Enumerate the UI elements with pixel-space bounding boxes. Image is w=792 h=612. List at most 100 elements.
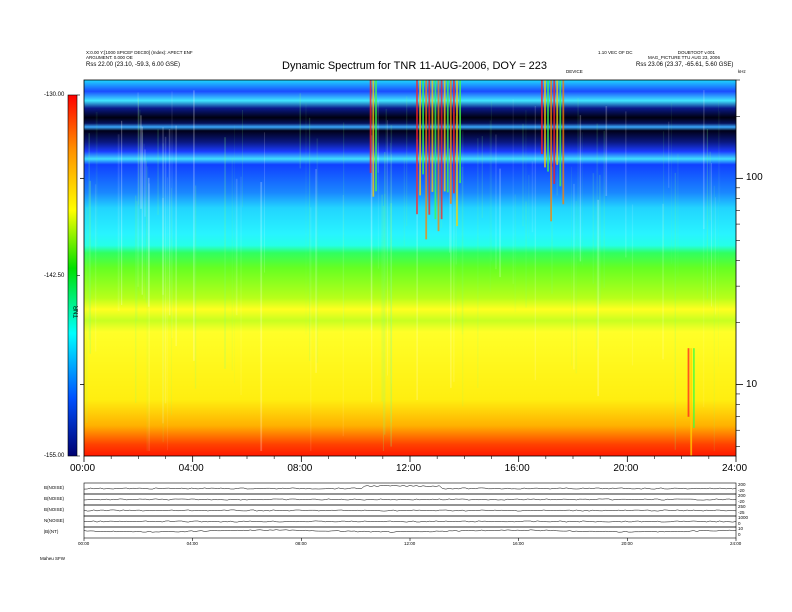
spectrum-stripe (514, 194, 517, 312)
x-tick-label: 04:00 (178, 463, 204, 474)
spectrum-stripe (94, 184, 97, 352)
spectrum-stripe (164, 136, 167, 404)
spectrum-stripe (670, 102, 672, 264)
spectrum-stripe (453, 112, 455, 382)
spectrum-stripe (512, 99, 514, 284)
spectrum-stripe (702, 126, 705, 408)
spectrum-stripe (403, 157, 405, 247)
bottom-panel-label: |B|(NT) (44, 529, 59, 534)
bottom-panel-label: B(NOISE) (44, 496, 65, 501)
spectrum-stripe (309, 117, 311, 361)
bottom-panel-right-tick: 200 (738, 493, 746, 498)
spectrum-stripe (603, 130, 605, 288)
header-right-line: MAG_PICTURE TTU AUG 23, 2006 (648, 55, 720, 60)
spectrum-stripe (525, 110, 527, 221)
spectrum-stripe (571, 166, 572, 366)
x-tick-label: 20:00 (613, 463, 639, 474)
spectrum-stripe (382, 206, 384, 451)
spectrum-stripe (140, 115, 142, 209)
radio-burst (541, 80, 565, 222)
spectrum-stripe (706, 129, 708, 299)
radio-burst-strand (456, 80, 458, 227)
spectrum-stripe (193, 90, 195, 361)
bottom-panel-right-tick: 250 (738, 504, 746, 509)
spectrum-stripe (342, 194, 344, 437)
colorbar (68, 95, 77, 456)
spectrum-stripe (162, 143, 164, 443)
spectrum-stripe (146, 166, 149, 451)
spectrum-stripe (138, 98, 139, 205)
spectrum-stripe (242, 110, 243, 208)
radio-burst-strand (425, 80, 428, 240)
x-tick-label: 12:00 (396, 463, 422, 474)
spectrum-stripe (455, 199, 457, 265)
colorbar-tick-label: -155.00 (44, 453, 65, 459)
radio-burst-strand (437, 80, 440, 232)
spectrum-stripe (631, 204, 634, 366)
bottom-panel-label: N(NOISE) (44, 518, 65, 523)
spectrum-stripe (718, 100, 719, 367)
radio-burst (369, 80, 377, 197)
bottom-panel-trace (83, 485, 737, 490)
spectrum-stripe (385, 108, 387, 290)
radio-burst-strand (422, 80, 424, 175)
spectrum-stripe (175, 125, 177, 347)
radio-burst-strand (687, 348, 690, 417)
spectrum-stripe (162, 127, 164, 295)
radio-burst-strand (446, 80, 449, 193)
bottom-x-tick-label: 12:00 (404, 541, 416, 546)
spectrum-stripe (88, 133, 90, 340)
spectrum-stripe (135, 195, 137, 403)
spectrum-stripe (579, 115, 582, 262)
spectrum-stripe (142, 132, 144, 213)
spectrum-stripe (89, 180, 91, 354)
spectrum-stripe (235, 178, 238, 316)
spectrum-stripe (264, 132, 265, 273)
radio-burst-strand (369, 80, 372, 173)
spectrum-stripe (531, 161, 534, 233)
spectrum-stripe (715, 197, 716, 315)
spectrum-stripe (121, 120, 123, 305)
spectrum-stripe (167, 177, 168, 451)
x-tick-label: 00:00 (70, 463, 96, 474)
spectrum-stripe (389, 142, 391, 298)
header-right-info: 1.10 VEC OF DC DOUBTOOT v.001 MAG_PICTUR… (598, 50, 738, 69)
spectrum-stripe (577, 98, 579, 258)
radio-burst-strand (541, 80, 543, 154)
spectrum-stripe (713, 185, 715, 452)
spectrum-stripe (391, 154, 392, 384)
spectrum-stripe (597, 199, 600, 397)
radio-burst-strand (544, 80, 546, 168)
header-left-line: ARGUMENT: 0.000 OE (86, 55, 133, 60)
radio-burst-strand (550, 80, 552, 222)
spectrum-stripe (310, 207, 312, 451)
spectrum-stripe (371, 99, 373, 403)
radio-burst-strand (459, 80, 461, 184)
spectrum-stripe (490, 100, 492, 262)
radio-burst-strand (431, 80, 434, 192)
bottom-x-tick-label: 04:00 (186, 541, 198, 546)
colorbar-label: TNR (74, 305, 80, 318)
bottom-panel-trace (83, 509, 737, 512)
spectrum-stripe (592, 173, 595, 284)
bottom-panel-row (83, 526, 737, 539)
spectrum-stripe (477, 138, 479, 388)
spectrum-stripe (147, 177, 150, 307)
x-tick-label: 24:00 (722, 463, 748, 474)
radio-burst-strand (449, 80, 452, 204)
spectrum-stripe (384, 152, 386, 435)
spectrum-stripe (384, 193, 386, 281)
spectrum-stripe (141, 126, 143, 295)
spectrum-stripe (450, 125, 452, 388)
spectrum-stripe (162, 197, 164, 424)
radio-burst-strand (440, 80, 443, 220)
radio-burst-strand (375, 80, 377, 192)
spectrum-stripe (370, 135, 373, 331)
spectrum-stripe (377, 142, 379, 269)
spectrum-stripe (86, 207, 88, 424)
spectrum-stripe (316, 138, 319, 363)
spectrum-stripe (168, 129, 171, 316)
spectrum-stripe (668, 121, 670, 188)
chart-title: Dynamic Spectrum for TNR 11-AUG-2006, DO… (282, 60, 548, 72)
